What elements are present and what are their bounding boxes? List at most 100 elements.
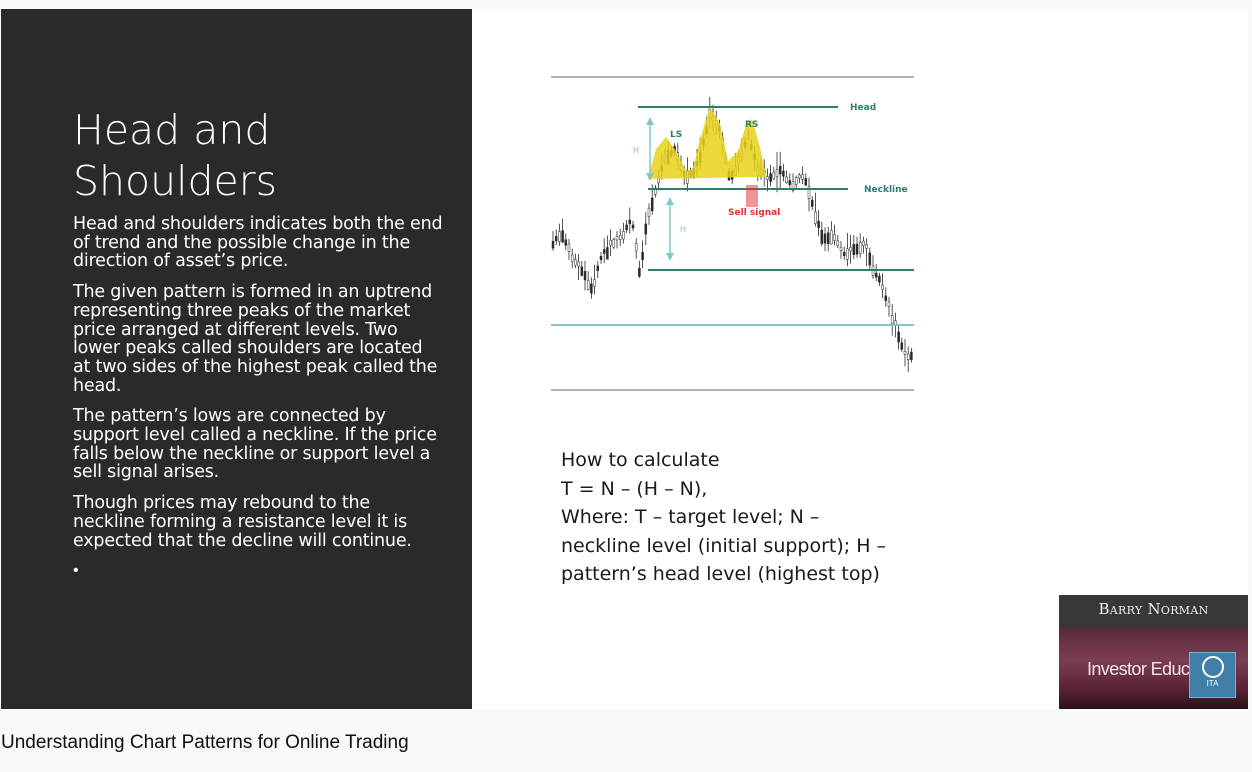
formula-line-4: neckline level (initial support); H – — [561, 534, 887, 557]
arrow-head-icon — [646, 173, 654, 181]
slide-paragraph: The pattern’s lows are connected by supp… — [73, 406, 437, 483]
head-label: Head — [850, 103, 876, 113]
candle-body — [634, 243, 638, 252]
video-title[interactable]: Understanding Chart Patterns for Online … — [1, 732, 409, 753]
formula-line-3: Where: T – target level; N – — [561, 506, 820, 528]
candle-body — [628, 219, 632, 225]
candle-body — [810, 199, 814, 207]
candle-body — [596, 265, 600, 271]
candle-body — [881, 284, 884, 290]
candle-body — [647, 207, 651, 217]
formula-line-5: pattern’s head level (highest top) — [561, 563, 880, 585]
candle-body — [554, 236, 558, 242]
candle-body — [890, 315, 894, 325]
candle-body — [766, 176, 769, 180]
height-label-bottom: H — [680, 225, 686, 234]
candle-body — [906, 353, 910, 361]
slide-paragraph: Head and shoulders indicates both the en… — [73, 214, 443, 272]
candle-body — [641, 252, 644, 260]
candle-body — [638, 267, 641, 277]
badge-text: ITA — [1206, 679, 1219, 688]
formula-text: How to calculate T = N – (H – N), Where:… — [561, 446, 921, 589]
candle-body — [903, 351, 907, 355]
candle-body — [855, 243, 859, 255]
candle-body — [602, 249, 606, 254]
candle-body — [897, 331, 900, 343]
head-and-shoulders-chart-image: Head Neckline LS RS Sell signal H H — [548, 69, 918, 399]
candle-body — [846, 248, 849, 260]
candle-body — [814, 211, 817, 224]
candle-body — [791, 181, 795, 191]
candle-body — [599, 255, 603, 260]
candle-body — [830, 230, 833, 245]
candle-body — [561, 230, 564, 243]
empty-bullet: • — [73, 562, 79, 579]
candle-body — [593, 279, 596, 287]
right-shoulder-label: RS — [745, 120, 758, 130]
candle-body — [574, 259, 577, 266]
candle-body — [884, 295, 888, 301]
candle-body — [900, 342, 904, 350]
globe-icon — [1201, 656, 1224, 678]
candle-body — [865, 244, 868, 249]
sell-signal-marker — [746, 185, 758, 207]
candle-body — [769, 173, 772, 182]
candle-body — [833, 234, 836, 241]
webcam-banner: Investor Educat ITA — [1059, 628, 1248, 709]
candle-body — [849, 246, 852, 252]
slide-paragraphs: Head and shoulders indicates both the en… — [73, 215, 443, 562]
candle-body — [567, 243, 571, 252]
slide-text-panel: Head and Shoulders Head and shoulders in… — [1, 9, 472, 709]
candle-body — [798, 174, 801, 179]
candle-body — [625, 224, 628, 230]
candle-body — [782, 170, 785, 177]
candle-body — [586, 279, 590, 290]
candle-body — [583, 271, 587, 281]
candle-body — [609, 240, 612, 246]
ita-logo-badge: ITA — [1189, 652, 1236, 698]
candle-body — [644, 223, 648, 235]
candle-body — [631, 224, 635, 229]
candle-body — [618, 235, 622, 240]
candle-body — [615, 236, 619, 241]
candle-body — [801, 174, 804, 180]
candle-body — [868, 252, 872, 266]
slide-title-line-1: Head and — [73, 106, 271, 154]
candle-body — [807, 186, 811, 199]
pattern-highlight — [648, 107, 766, 179]
candle-body — [878, 275, 881, 283]
video-player[interactable]: Head and Shoulders Head and shoulders in… — [0, 9, 1248, 709]
candlestick-group — [551, 96, 913, 373]
candle-body — [910, 351, 913, 360]
candle-body — [564, 239, 568, 246]
presenter-webcam-overlay: Barry Norman Investor Educat ITA — [1059, 595, 1248, 709]
formula-line-2: T = N – (H – N), — [561, 477, 708, 500]
candle-body — [826, 232, 830, 244]
arrow-head-icon — [646, 117, 654, 125]
candle-body — [775, 169, 779, 177]
candle-body — [839, 246, 843, 252]
candle-body — [580, 266, 584, 276]
candle-body — [606, 247, 609, 260]
candle-body — [794, 177, 798, 185]
candle-body — [858, 242, 862, 254]
slide-paragraph: Though prices may rebound to the necklin… — [73, 493, 412, 551]
slide-title: Head and Shoulders — [73, 105, 453, 207]
candle-body — [820, 229, 824, 244]
candle-body — [862, 240, 865, 246]
formula-line-1: How to calculate — [561, 449, 720, 471]
candle-body — [650, 197, 654, 212]
candle-body — [823, 233, 827, 244]
candle-body — [772, 171, 776, 180]
candle-body — [842, 251, 846, 256]
chart-svg: Head Neckline LS RS Sell signal H H — [551, 76, 914, 391]
left-shoulder-label: LS — [670, 130, 682, 140]
slide-paragraph: The given pattern is formed in an uptren… — [73, 282, 438, 396]
arrow-head-icon — [666, 253, 674, 261]
candle-body — [874, 272, 878, 278]
candle-body — [852, 244, 856, 255]
candle-body — [887, 301, 891, 307]
candle-body — [817, 220, 820, 228]
arrow-head-icon — [666, 197, 674, 205]
candle-body — [785, 176, 788, 184]
